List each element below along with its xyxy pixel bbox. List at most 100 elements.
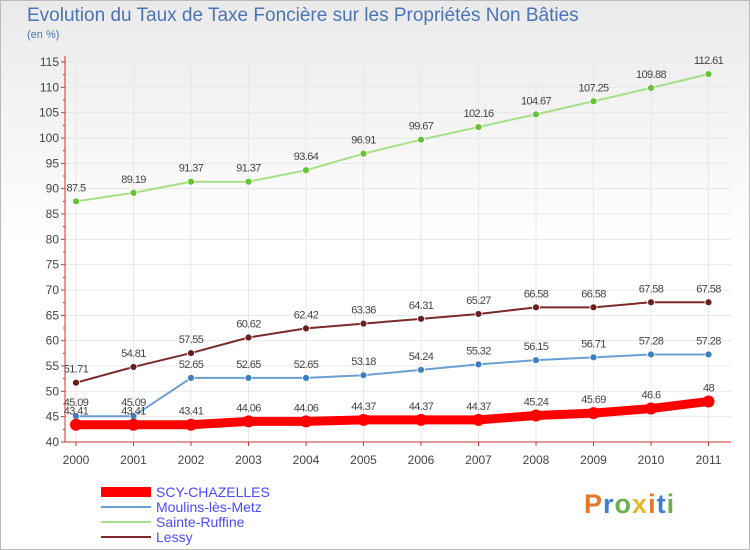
data-label: 66.58 bbox=[581, 288, 606, 300]
data-label: 44.37 bbox=[409, 401, 434, 413]
series-point-1 bbox=[647, 350, 655, 359]
data-label: 56.71 bbox=[581, 338, 606, 350]
series-point-1 bbox=[474, 360, 483, 369]
y-tick-label: 55 bbox=[46, 359, 60, 373]
data-label: 56.15 bbox=[524, 341, 549, 353]
data-label: 53.18 bbox=[351, 356, 376, 368]
data-label: 55.32 bbox=[466, 345, 491, 357]
series-point-3 bbox=[417, 314, 425, 323]
data-label: 43.41 bbox=[179, 406, 204, 418]
series-point-3 bbox=[532, 303, 540, 312]
series-point-3 bbox=[474, 310, 483, 318]
y-tick-label: 45 bbox=[46, 410, 60, 424]
logo-letter: t bbox=[656, 489, 667, 519]
data-label: 93.64 bbox=[294, 151, 319, 163]
series-point-2 bbox=[589, 97, 598, 106]
series-point-0 bbox=[472, 413, 485, 426]
series-point-2 bbox=[244, 177, 253, 186]
series-point-2 bbox=[129, 188, 138, 197]
data-label: 52.65 bbox=[179, 359, 204, 371]
series-line-1 bbox=[75, 353, 710, 418]
series-point-0 bbox=[415, 413, 427, 426]
series-point-0 bbox=[185, 418, 197, 431]
logo-letter: r bbox=[603, 489, 615, 519]
logo-letter: i bbox=[666, 489, 676, 519]
x-tick-label: 2008 bbox=[523, 453, 550, 467]
data-label: 52.65 bbox=[294, 359, 319, 371]
y-tick-label: 70 bbox=[46, 283, 60, 297]
y-tick-label: 40 bbox=[46, 435, 60, 449]
data-label: 44.37 bbox=[466, 401, 491, 413]
y-tick-label: 75 bbox=[46, 258, 60, 272]
data-label: 52.65 bbox=[236, 359, 261, 371]
legend-swatch bbox=[101, 487, 151, 497]
legend-label: SCY-CHAZELLES bbox=[156, 484, 270, 500]
y-tick-label: 50 bbox=[46, 384, 60, 398]
legend-swatch bbox=[101, 521, 151, 523]
series-point-2 bbox=[359, 149, 368, 158]
x-tick-label: 2007 bbox=[465, 453, 492, 467]
logo-letter: x bbox=[632, 489, 649, 519]
series-point-3 bbox=[302, 324, 310, 333]
data-label: 99.67 bbox=[409, 121, 434, 133]
x-tick-label: 2002 bbox=[178, 453, 205, 467]
data-label: 91.37 bbox=[236, 163, 261, 175]
data-label: 45.09 bbox=[64, 397, 89, 409]
series-point-2 bbox=[704, 70, 713, 79]
series-point-1 bbox=[244, 374, 253, 382]
y-tick-label: 85 bbox=[46, 207, 60, 221]
data-label: 51.71 bbox=[64, 364, 89, 376]
data-label: 44.37 bbox=[351, 401, 376, 413]
series-point-3 bbox=[647, 298, 655, 307]
proxiti-logo: Proxiti bbox=[584, 489, 675, 520]
y-tick-label: 100 bbox=[39, 131, 59, 145]
series-line-2 bbox=[75, 73, 710, 203]
y-tick-label: 115 bbox=[40, 55, 59, 69]
y-tick-label: 105 bbox=[39, 106, 59, 120]
y-tick-label: 90 bbox=[46, 182, 60, 196]
series-point-0 bbox=[300, 415, 312, 428]
data-label: 45.69 bbox=[581, 394, 606, 406]
series-point-2 bbox=[474, 123, 483, 131]
y-tick-label: 95 bbox=[46, 156, 60, 170]
data-label: 46.6 bbox=[641, 390, 660, 402]
series-point-0 bbox=[645, 402, 657, 415]
series-point-1 bbox=[359, 371, 368, 380]
series-point-0 bbox=[587, 407, 600, 420]
data-label: 43.41 bbox=[121, 406, 146, 418]
legend-swatch bbox=[101, 506, 151, 508]
data-label: 87.5 bbox=[66, 182, 85, 194]
legend-label: Sainte-Ruffine bbox=[156, 514, 245, 530]
data-label: 62.42 bbox=[294, 309, 319, 321]
data-label: 109.88 bbox=[636, 69, 667, 81]
series-point-0 bbox=[357, 413, 370, 426]
series-point-0 bbox=[127, 418, 140, 431]
data-label: 104.67 bbox=[521, 95, 552, 107]
series-point-3 bbox=[589, 303, 598, 312]
x-tick-label: 2006 bbox=[408, 453, 435, 467]
data-label: 57.55 bbox=[179, 334, 204, 346]
x-tick-label: 2003 bbox=[235, 453, 262, 467]
series-point-2 bbox=[532, 110, 540, 119]
data-label: 57.28 bbox=[696, 335, 721, 347]
series-point-3 bbox=[129, 363, 138, 371]
data-label: 66.58 bbox=[524, 288, 549, 300]
y-tick-label: 60 bbox=[46, 334, 60, 348]
series-point-0 bbox=[70, 418, 82, 431]
series-point-0 bbox=[702, 395, 715, 408]
data-label: 54.24 bbox=[409, 351, 434, 363]
data-label: 91.37 bbox=[179, 163, 204, 175]
series-point-1 bbox=[302, 374, 310, 382]
data-label: 96.91 bbox=[351, 135, 376, 147]
legend-label: Moulins-lès-Metz bbox=[156, 499, 262, 515]
data-label: 64.31 bbox=[409, 300, 434, 312]
data-label: 67.58 bbox=[639, 283, 664, 295]
y-tick-label: 110 bbox=[40, 80, 59, 94]
series-point-1 bbox=[417, 365, 425, 374]
data-label: 45.24 bbox=[524, 396, 549, 408]
data-label: 54.81 bbox=[121, 348, 146, 360]
logo-letter: i bbox=[648, 489, 657, 519]
data-label: 112.61 bbox=[694, 55, 724, 67]
chart-title: Evolution du Taux de Taxe Foncière sur l… bbox=[27, 5, 579, 26]
